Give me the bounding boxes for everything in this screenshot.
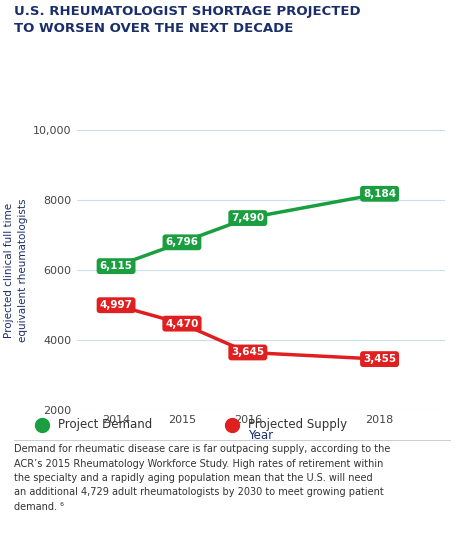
Text: 4,470: 4,470 — [165, 319, 198, 329]
Text: 6,115: 6,115 — [100, 261, 132, 271]
Text: 3,645: 3,645 — [231, 348, 264, 357]
Text: U.S. RHEUMATOLOGIST SHORTAGE PROJECTED: U.S. RHEUMATOLOGIST SHORTAGE PROJECTED — [14, 5, 360, 18]
Text: 3,455: 3,455 — [362, 354, 395, 364]
Text: 8,184: 8,184 — [362, 189, 395, 199]
Text: Project Demand: Project Demand — [58, 418, 152, 431]
Text: 6,796: 6,796 — [165, 237, 198, 247]
Text: TO WORSEN OVER THE NEXT DECADE: TO WORSEN OVER THE NEXT DECADE — [14, 22, 293, 35]
Y-axis label: Projected clinical full time
equivalent rheumatologists: Projected clinical full time equivalent … — [5, 198, 28, 342]
Text: Demand for rheumatic disease care is far outpacing supply, according to the
ACR’: Demand for rheumatic disease care is far… — [14, 444, 389, 512]
Text: 7,490: 7,490 — [231, 213, 264, 223]
Text: 4,997: 4,997 — [100, 300, 132, 310]
Text: Projected Supply: Projected Supply — [248, 418, 347, 431]
X-axis label: Year: Year — [248, 429, 273, 442]
